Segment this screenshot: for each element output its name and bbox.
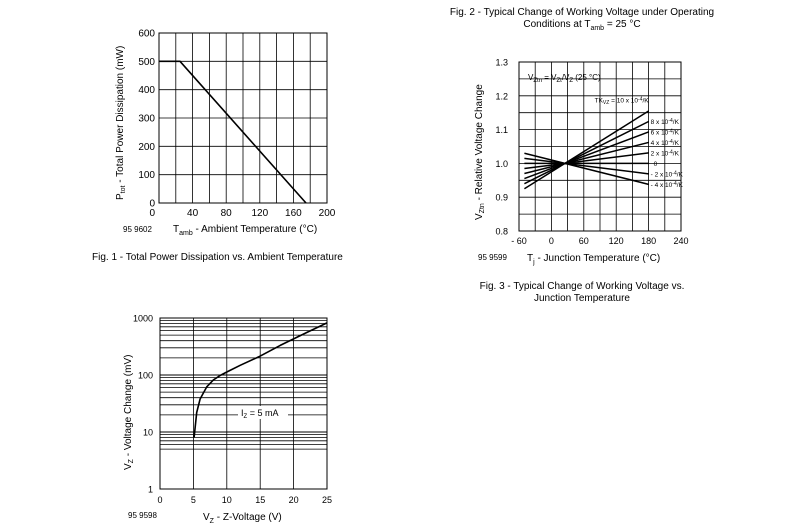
fig2-x-axis-label: Tj - Junction Temperature (°C) xyxy=(527,253,660,266)
fig3-x-tick-label: 25 xyxy=(322,495,332,505)
fig2-series-labels: TKVZ = 10 x 10-4/K 8 x 10-4/K 6 x 10-4/K 4 … xyxy=(595,97,684,189)
fig2-formula: VZtn = VZt/VZ (25 °C) xyxy=(528,73,601,84)
fig3-annotation-background xyxy=(238,406,288,419)
fig3-y-tick-label: 100 xyxy=(138,371,153,381)
fig1-y-axis-label: Ptot - Total Power Dissipation (mW) xyxy=(115,46,127,200)
fig2-series-label: 0 xyxy=(654,161,658,168)
fig2-caption-line1: Fig. 3 - Typical Change of Working Volta… xyxy=(480,281,685,292)
fig2-x-tick-label: 60 xyxy=(579,236,589,246)
fig1-y-tick-label: 400 xyxy=(138,85,155,96)
fig2-series-label: 4 x 10-4/K xyxy=(651,139,680,147)
fig3-x-tick-label: 0 xyxy=(157,495,162,505)
fig2-y-tick-label: 0.8 xyxy=(495,227,508,237)
fig3-y-tick-labels: 1 10 100 1000 xyxy=(133,314,153,495)
fig3-y-tick-label: 10 xyxy=(143,428,153,438)
fig2-y-tick-labels: 0.8 0.9 1.0 1.1 1.2 1.3 xyxy=(495,58,508,237)
fig2-series-label: TKVZ = 10 x 10-4/K xyxy=(595,97,650,107)
fig1-x-tick-label: 0 xyxy=(149,208,155,219)
fig3-voltage-change-chart: 1 10 100 1000 0 5 10 15 20 25 IZ = 5 mA VZ - Vol… xyxy=(123,314,332,526)
fig2-x-tick-label: - 60 xyxy=(511,236,527,246)
fig1-x-tick-labels: 0 40 80 120 160 200 xyxy=(149,208,335,219)
fig3-doc-code: 95 9598 xyxy=(128,511,157,520)
fig2-x-tick-label: 0 xyxy=(549,236,554,246)
fig2-y-tick-label: 1.2 xyxy=(495,91,508,101)
fig2-plot-frame xyxy=(518,61,682,232)
fig3-y-axis-label: VZ - Voltage Change (mV) xyxy=(123,355,135,470)
fig1-series xyxy=(159,60,307,204)
fig3-annotation: IZ = 5 mA xyxy=(241,408,278,420)
fig2-grid xyxy=(519,62,681,231)
fig2-x-tick-label: 240 xyxy=(673,236,688,246)
fig1-y-tick-label: 300 xyxy=(138,114,155,125)
fig2-caption-line2: Junction Temperature xyxy=(534,293,630,304)
fig2-y-tick-label: 1.0 xyxy=(495,159,508,169)
fig3-x-tick-label: 15 xyxy=(255,495,265,505)
fig1-x-tick-label: 200 xyxy=(319,208,336,219)
fig2-series-line xyxy=(524,110,649,190)
fig1-grid xyxy=(159,33,327,203)
fig3-x-tick-labels: 0 5 10 15 20 25 xyxy=(157,495,332,505)
fig2-y-tick-label: 1.3 xyxy=(495,58,508,68)
fig2-series-line xyxy=(524,120,649,185)
fig2-series-label: - 2 x 10-4/K xyxy=(651,170,684,178)
fig3-series xyxy=(193,322,328,438)
fig2-series-line xyxy=(524,152,649,186)
fig1-y-tick-label: 600 xyxy=(138,29,155,40)
fig2-x-tick-labels: - 60 0 60 120 180 240 xyxy=(511,236,688,246)
fig3-plot-frame xyxy=(159,317,328,490)
fig2-x-tick-label: 120 xyxy=(609,236,624,246)
fig1-y-tick-label: 500 xyxy=(138,57,155,68)
fig1-doc-code: 95 9602 xyxy=(123,225,152,234)
fig1-x-axis-label: Tamb - Ambient Temperature (°C) xyxy=(173,224,317,237)
fig2-relative-voltage-chart: Fig. 2 - Typical Change of Working Volta… xyxy=(450,7,714,304)
fig2-series-line xyxy=(524,131,649,180)
fig2-y-tick-label: 1.1 xyxy=(495,125,508,135)
fig2-x-tick-label: 180 xyxy=(641,236,656,246)
fig3-x-axis-label: VZ - Z-Voltage (V) xyxy=(203,512,282,525)
fig1-power-dissipation-chart: 0 100 200 300 400 500 600 0 40 80 120 160 200 Ptot … xyxy=(92,29,343,264)
fig1-series-line xyxy=(159,60,307,204)
fig1-x-tick-label: 40 xyxy=(187,208,199,219)
fig3-x-tick-label: 20 xyxy=(289,495,299,505)
fig2-series-label: - 4 x 10-4/K xyxy=(651,181,684,189)
fig3-x-tick-label: 10 xyxy=(222,495,232,505)
fig2-series-label: 8 x 10-4/K xyxy=(651,118,680,126)
fig2-series-label: 6 x 10-4/K xyxy=(651,128,680,136)
fig2-y-tick-label: 0.9 xyxy=(495,193,508,203)
fig2-series-line xyxy=(524,152,649,170)
fig1-y-tick-labels: 0 100 200 300 400 500 600 xyxy=(138,29,155,210)
fig2-title-line1: Fig. 2 - Typical Change of Working Volta… xyxy=(450,7,714,18)
fig3-x-tick-label: 5 xyxy=(191,495,196,505)
fig1-y-tick-label: 0 xyxy=(149,199,155,210)
fig3-y-tick-label: 1000 xyxy=(133,314,153,324)
fig1-x-tick-label: 80 xyxy=(221,208,233,219)
fig1-x-tick-label: 160 xyxy=(285,208,302,219)
fig2-series-line xyxy=(524,157,649,175)
fig2-title-line2: Conditions at Tamb = 25 °C xyxy=(523,19,640,32)
fig3-series-line xyxy=(193,322,328,438)
fig1-y-tick-label: 100 xyxy=(138,170,155,181)
fig2-series xyxy=(524,110,649,190)
fig3-y-tick-label: 1 xyxy=(148,485,153,495)
fig1-y-tick-label: 200 xyxy=(138,142,155,153)
fig2-series-line xyxy=(524,141,649,175)
fig2-series-label: 2 x 10-4/K xyxy=(651,149,680,157)
fig1-plot-frame xyxy=(158,32,328,204)
fig3-grid xyxy=(160,318,327,489)
fig2-y-axis-label: VZtn - Relative Voltage Change xyxy=(474,84,486,220)
fig2-doc-code: 95 9599 xyxy=(478,253,507,262)
fig1-caption: Fig. 1 - Total Power Dissipation vs. Amb… xyxy=(92,252,343,263)
fig1-x-tick-label: 120 xyxy=(251,208,268,219)
